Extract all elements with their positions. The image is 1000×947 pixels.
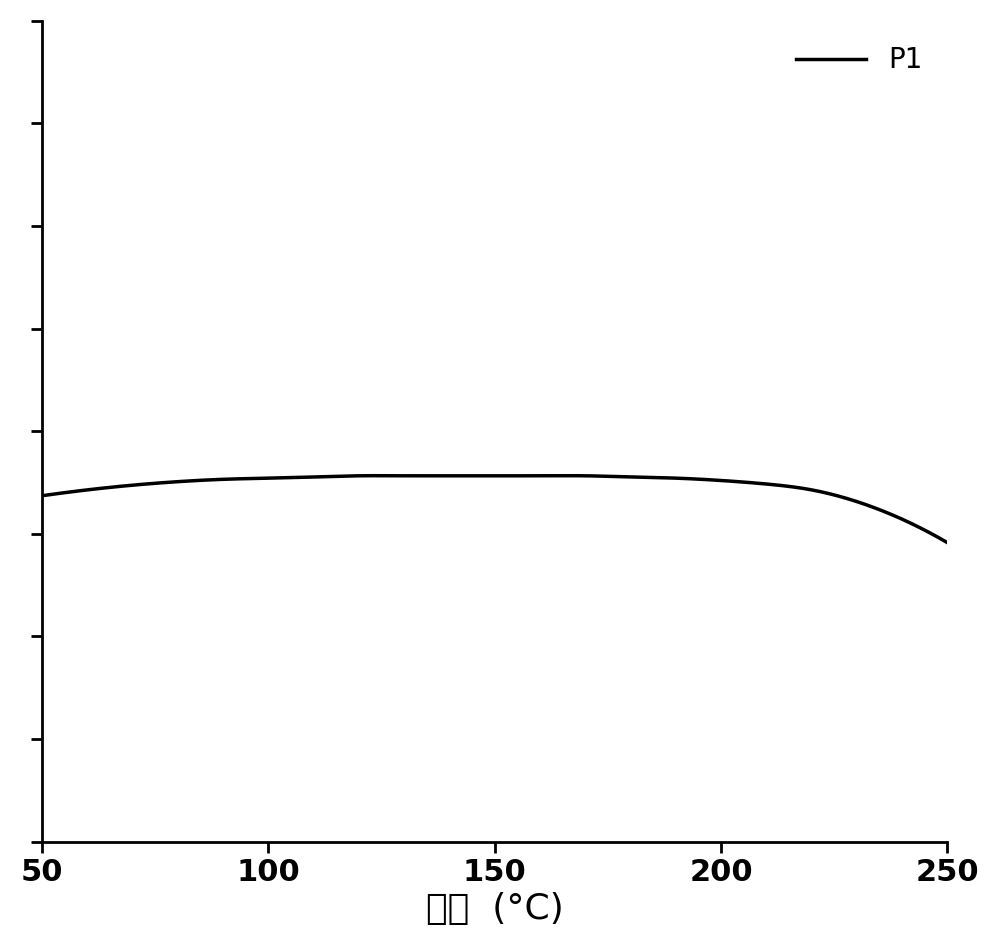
P1 (36, 490, 48, 501)
Legend: P1: P1 (785, 35, 933, 85)
P1 (941, 537, 953, 548)
X-axis label: 温度  (°C): 温度 (°C) (426, 892, 564, 926)
P1 (526, 470, 538, 481)
P1 (562, 470, 574, 481)
Line: P1: P1 (42, 475, 947, 543)
P1 (577, 470, 589, 481)
P1 (921, 526, 933, 537)
P1 (471, 470, 483, 481)
P1 (466, 470, 478, 481)
P1 (780, 480, 792, 491)
